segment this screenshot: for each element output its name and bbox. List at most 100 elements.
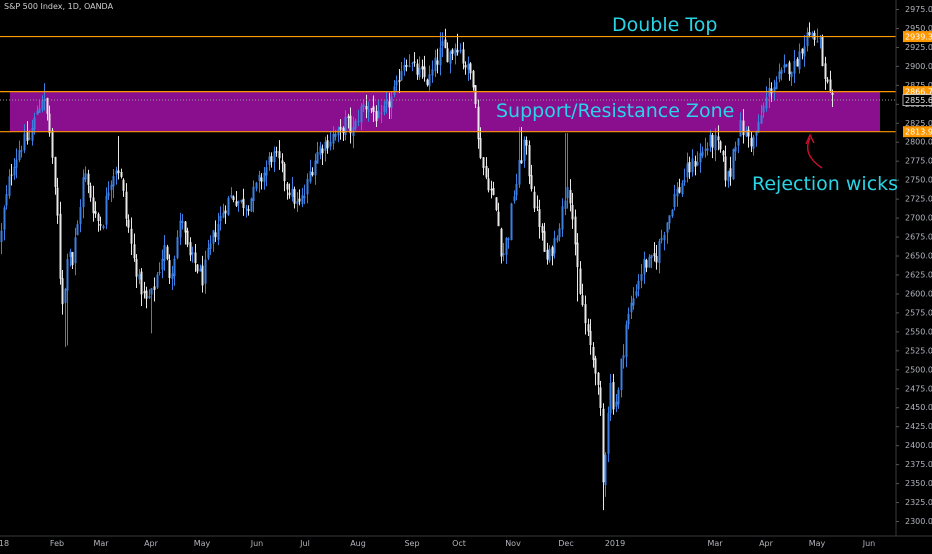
candle — [553, 230, 556, 259]
candle — [576, 233, 579, 302]
candle-body — [13, 166, 16, 176]
candle-body — [326, 140, 329, 149]
candle-body — [168, 260, 171, 278]
candle-body — [309, 171, 312, 182]
candle-body — [191, 252, 194, 255]
price-tag — [903, 31, 932, 43]
candle — [150, 288, 153, 334]
candle-body — [64, 288, 67, 304]
candle — [36, 105, 39, 115]
candle-body — [607, 412, 610, 454]
candle — [643, 251, 646, 284]
candle — [655, 245, 658, 270]
candle — [204, 250, 207, 294]
candle-body — [247, 209, 250, 211]
candle-body — [283, 163, 286, 182]
candle-body — [395, 81, 398, 86]
candle — [831, 89, 834, 108]
candle — [242, 188, 245, 216]
candle — [648, 254, 651, 268]
candle — [273, 146, 276, 173]
candle — [541, 223, 544, 241]
candle-body — [240, 199, 243, 202]
candle — [500, 227, 503, 264]
candle-body — [36, 110, 39, 115]
double-top-annotation: Double Top — [612, 14, 718, 36]
candle — [148, 289, 151, 299]
candle-body — [778, 71, 781, 80]
candle-body — [826, 79, 829, 82]
candle-body — [780, 69, 783, 74]
candle — [260, 173, 263, 190]
x-tick-label: 2019 — [605, 539, 625, 548]
candle — [252, 180, 255, 213]
candle — [51, 128, 54, 164]
candle — [479, 127, 482, 160]
candle-body — [803, 46, 806, 57]
candle-body — [449, 51, 452, 64]
candle-body — [441, 41, 444, 47]
candle-body — [8, 176, 11, 196]
candle — [587, 318, 590, 336]
candle — [492, 181, 495, 196]
candle-body — [171, 273, 174, 280]
candle-body — [15, 159, 18, 168]
candle — [801, 48, 804, 60]
candle — [464, 61, 467, 75]
candle-body — [199, 268, 202, 272]
candle-body — [467, 63, 470, 70]
candle-body — [694, 160, 697, 167]
candle-body — [709, 134, 712, 147]
candle — [214, 220, 217, 242]
candle-body — [490, 188, 493, 191]
candle — [829, 70, 832, 94]
candle-body — [775, 81, 778, 90]
candle-body — [107, 192, 110, 197]
candle — [536, 195, 539, 211]
candle — [393, 79, 396, 98]
candle — [184, 221, 187, 245]
candle — [783, 54, 786, 73]
candle — [15, 148, 18, 179]
candle-body — [806, 32, 809, 47]
candle-body — [408, 65, 411, 67]
candle — [245, 204, 248, 218]
x-tick-label: Nov — [505, 539, 521, 548]
candle — [250, 197, 253, 212]
candle — [59, 201, 62, 285]
candle — [189, 237, 192, 262]
x-tick-label: Mar — [93, 539, 109, 548]
candle-body — [536, 206, 539, 208]
candle — [38, 100, 41, 114]
candle — [456, 33, 459, 56]
candle — [528, 140, 531, 185]
candle — [332, 126, 335, 150]
candle — [54, 156, 57, 195]
candle — [398, 68, 401, 94]
candle — [217, 212, 220, 246]
candle-body — [745, 130, 748, 137]
candle — [107, 181, 110, 200]
candle — [609, 374, 612, 422]
candle-body — [456, 49, 459, 53]
candle — [678, 178, 681, 194]
candle — [569, 179, 572, 212]
candle-body — [33, 117, 36, 130]
candle-body — [138, 274, 141, 280]
candle-body — [602, 408, 605, 483]
candle-body — [428, 74, 431, 87]
candle-body — [584, 304, 587, 324]
candle — [314, 153, 317, 185]
candle — [33, 112, 36, 135]
candle — [780, 67, 783, 81]
candle — [43, 83, 46, 111]
candle — [413, 52, 416, 67]
candle — [219, 206, 222, 231]
candle — [604, 452, 607, 497]
candle — [201, 255, 204, 293]
candle — [724, 145, 727, 187]
candle-body — [566, 187, 569, 199]
price-tag-label: 2813.9 — [905, 128, 932, 137]
